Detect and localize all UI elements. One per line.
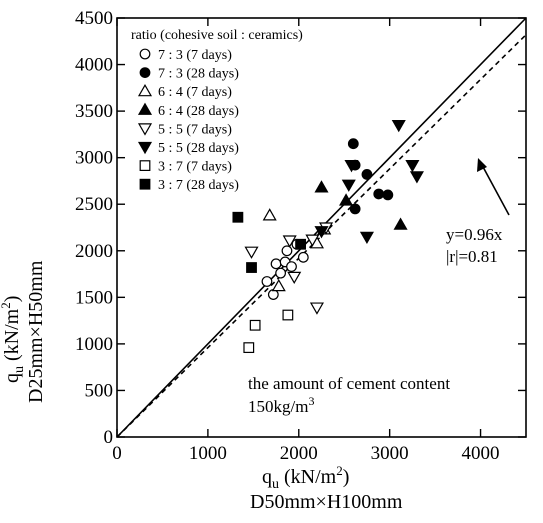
legend-entry-label: 6 : 4 (7 days) bbox=[158, 85, 232, 100]
series-3-7-7-days bbox=[243, 309, 294, 354]
annotations: y=0.96x |r|=0.81 the amount of cement co… bbox=[248, 158, 510, 416]
fit-arrowhead-icon bbox=[477, 158, 487, 172]
legend-entry-label: 5 : 5 (7 days) bbox=[158, 122, 232, 137]
data-point-triangle-down bbox=[405, 160, 420, 173]
y-tick-label: 500 bbox=[85, 380, 114, 401]
data-point-triangle-up bbox=[314, 180, 329, 193]
fit-arrow bbox=[481, 164, 510, 216]
data-point-triangle-up bbox=[393, 217, 408, 230]
cement-note-line1: the amount of cement content bbox=[248, 374, 450, 393]
y-tick-label: 0 bbox=[104, 427, 114, 448]
legend-marker bbox=[139, 67, 151, 78]
x-tick-label: 4000 bbox=[462, 443, 500, 464]
legend-entry-label: 7 : 3 (7 days) bbox=[158, 48, 232, 63]
data-point-square bbox=[295, 238, 306, 250]
data-points bbox=[232, 119, 424, 354]
legend-marker bbox=[137, 83, 153, 97]
legend-marker bbox=[139, 178, 151, 190]
data-point-circle bbox=[349, 203, 361, 215]
data-point-triangle-down bbox=[359, 231, 374, 245]
legend: ratio (cohesive soil : ceramics) 7 : 3 (… bbox=[131, 28, 303, 193]
data-point-square bbox=[232, 211, 244, 223]
legend-entry-label: 3 : 7 (7 days) bbox=[158, 160, 232, 175]
data-point-triangle-down bbox=[282, 235, 297, 248]
data-point-triangle-up bbox=[339, 193, 354, 206]
y-tick-label: 4500 bbox=[75, 8, 113, 29]
data-point-circle bbox=[275, 267, 287, 279]
data-point-triangle-down bbox=[341, 179, 356, 192]
legend-entry-label: 5 : 5 (28 days) bbox=[158, 141, 239, 156]
y-tick-label: 4000 bbox=[75, 55, 113, 76]
x-tick-label: 1000 bbox=[189, 443, 227, 464]
legend-marker bbox=[139, 48, 151, 60]
data-point-triangle-down bbox=[287, 271, 302, 285]
data-point-square bbox=[246, 262, 257, 273]
y-tick-label: 1000 bbox=[75, 334, 113, 355]
y-tick-label: 3500 bbox=[75, 101, 113, 122]
legend-entry-label: 7 : 3 (28 days) bbox=[158, 67, 239, 82]
legend-marker bbox=[139, 160, 151, 172]
fit-equation: y=0.96x bbox=[446, 225, 503, 244]
data-point-circle bbox=[297, 251, 309, 263]
data-point-square bbox=[243, 342, 255, 354]
data-point-circle bbox=[382, 189, 394, 201]
plot-frame bbox=[116, 17, 527, 438]
data-point-circle bbox=[373, 188, 385, 200]
x-axis-title: qu (kN/m2) D50mm×H100mm bbox=[250, 463, 403, 513]
y-axis-label: qu (kN/m2) bbox=[0, 296, 27, 383]
data-point-square bbox=[282, 309, 294, 321]
fit-line bbox=[116, 34, 527, 438]
data-point-circle bbox=[281, 245, 293, 257]
x-axis-ticks: 0 1000 2000 3000 4000 bbox=[112, 18, 500, 464]
data-point-circle bbox=[261, 276, 273, 287]
y-tick-label: 3000 bbox=[75, 148, 113, 169]
data-point-circle bbox=[361, 169, 373, 180]
y-tick-label: 1500 bbox=[75, 287, 113, 308]
x-tick-label: 3000 bbox=[371, 443, 409, 464]
fit-correlation: |r|=0.81 bbox=[446, 247, 498, 266]
data-point-triangle-down bbox=[314, 226, 329, 239]
legend-entry-label: 3 : 7 (28 days) bbox=[158, 178, 239, 193]
data-point-square bbox=[249, 319, 261, 331]
data-point-circle bbox=[286, 261, 297, 273]
series-6-4-28-days bbox=[314, 180, 408, 230]
data-point-triangle-down bbox=[391, 119, 406, 133]
legend-entry-label: 6 : 4 (28 days) bbox=[158, 104, 239, 119]
x-tick-label: 2000 bbox=[280, 443, 318, 464]
cement-note-value: 150kg/m bbox=[248, 397, 308, 416]
legend-title: ratio (cohesive soil : ceramics) bbox=[131, 28, 303, 43]
data-point-triangle-up bbox=[262, 208, 277, 221]
y-tick-label: 2500 bbox=[75, 194, 113, 215]
data-point-triangle-down bbox=[305, 234, 320, 247]
y-axis-specimen-label: D25mm×H50mm bbox=[25, 260, 47, 403]
data-point-triangle-down bbox=[409, 171, 424, 184]
data-point-circle bbox=[347, 138, 359, 150]
cement-note-exponent: 3 bbox=[308, 394, 314, 408]
series-3-7-28-days bbox=[232, 211, 306, 273]
legend-marker bbox=[137, 123, 153, 136]
legend-marker bbox=[137, 102, 153, 115]
y-tick-label: 2000 bbox=[75, 241, 113, 262]
x-axis-label: qu (kN/m2) bbox=[262, 463, 349, 492]
data-point-triangle-down bbox=[344, 160, 359, 173]
data-point-circle bbox=[270, 258, 282, 270]
y-axis-ticks: 0 500 1000 1500 2000 2500 3000 3500 4000 4500 bbox=[75, 8, 526, 448]
data-point-triangle-up bbox=[271, 278, 286, 292]
cement-note-line2: 150kg/m3 bbox=[248, 394, 314, 416]
y-axis-title: qu (kN/m2) D25mm×H50mm bbox=[0, 260, 47, 403]
data-point-triangle-down bbox=[309, 302, 324, 315]
x-tick-label: 0 bbox=[112, 443, 122, 464]
legend-marker bbox=[137, 141, 153, 155]
x-axis-specimen-label: D50mm×H100mm bbox=[250, 491, 403, 513]
data-point-triangle-down bbox=[244, 246, 259, 259]
series-5-5-28-days bbox=[314, 119, 424, 245]
plot-border bbox=[116, 17, 527, 438]
